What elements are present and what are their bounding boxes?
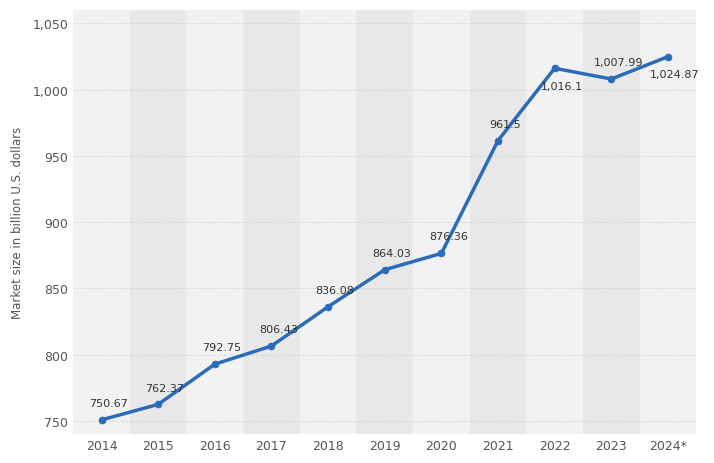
Bar <box>640 11 696 434</box>
Text: 961.5: 961.5 <box>489 119 521 130</box>
Text: 864.03: 864.03 <box>372 248 411 258</box>
Text: 836.08: 836.08 <box>316 285 354 295</box>
Text: 792.75: 792.75 <box>202 343 241 352</box>
Bar <box>526 11 583 434</box>
Bar <box>73 11 130 434</box>
Bar <box>356 11 413 434</box>
Bar <box>130 11 186 434</box>
Text: 762.37: 762.37 <box>146 383 185 393</box>
Text: 1,007.99: 1,007.99 <box>593 58 643 68</box>
Bar <box>186 11 243 434</box>
Text: 1,024.87: 1,024.87 <box>650 70 700 80</box>
Bar <box>470 11 526 434</box>
Bar <box>583 11 640 434</box>
Y-axis label: Market size in billion U.S. dollars: Market size in billion U.S. dollars <box>11 127 24 319</box>
Text: 750.67: 750.67 <box>89 398 128 408</box>
Bar <box>413 11 470 434</box>
Text: 876.36: 876.36 <box>429 232 468 242</box>
Bar <box>300 11 356 434</box>
Text: 1,016.1: 1,016.1 <box>540 82 583 92</box>
Text: 806.43: 806.43 <box>259 325 298 334</box>
Bar <box>243 11 300 434</box>
